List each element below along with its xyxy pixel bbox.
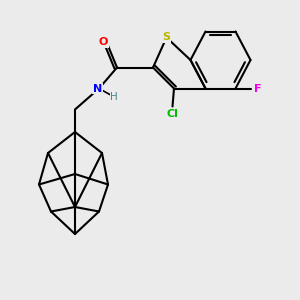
Text: N: N: [93, 83, 102, 94]
Text: F: F: [254, 83, 262, 94]
Text: O: O: [99, 37, 108, 47]
Text: Cl: Cl: [167, 109, 178, 119]
Text: S: S: [163, 32, 170, 43]
Text: H: H: [110, 92, 118, 103]
